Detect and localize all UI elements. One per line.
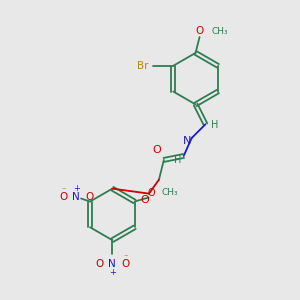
Text: N: N [109,259,116,269]
Text: O: O [141,194,149,205]
Text: ⁻: ⁻ [123,253,127,262]
Text: O: O [195,26,204,36]
Text: O: O [153,145,161,155]
Text: Br: Br [137,61,148,71]
Text: ⁻: ⁻ [61,185,65,194]
Text: O: O [85,192,93,202]
Text: CH₃: CH₃ [212,27,228,36]
Text: N: N [72,192,80,202]
Text: H: H [211,120,218,130]
Text: CH₃: CH₃ [161,188,178,197]
Text: O: O [148,188,155,198]
Text: H: H [174,155,182,165]
Text: +: + [109,268,116,278]
Text: O: O [121,259,129,269]
Text: +: + [73,184,80,193]
Text: N: N [182,136,191,146]
Text: O: O [95,259,104,269]
Text: O: O [59,192,68,202]
